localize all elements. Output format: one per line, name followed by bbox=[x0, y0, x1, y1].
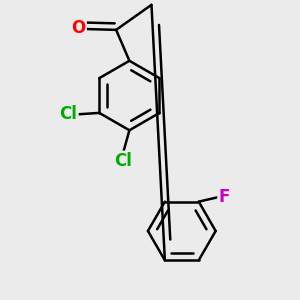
Text: Cl: Cl bbox=[59, 105, 77, 123]
Text: F: F bbox=[219, 188, 230, 206]
Text: Cl: Cl bbox=[115, 152, 132, 170]
Text: O: O bbox=[71, 20, 85, 38]
